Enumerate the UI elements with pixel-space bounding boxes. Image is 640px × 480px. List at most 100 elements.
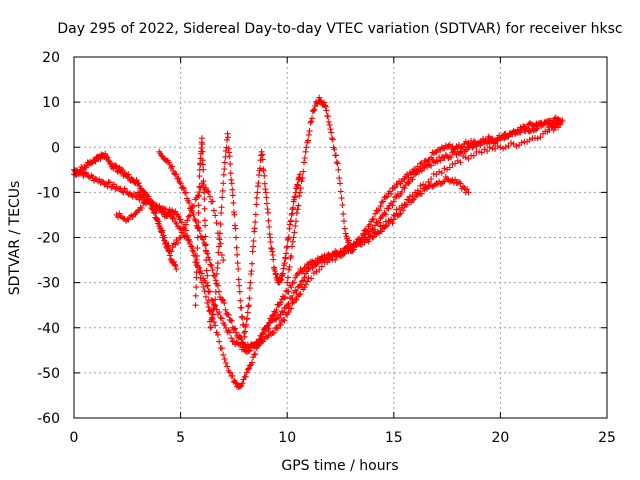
data-point (212, 296, 219, 303)
data-point (298, 178, 305, 185)
series-track-a (71, 121, 564, 355)
data-point (334, 160, 341, 167)
data-point (196, 189, 203, 195)
data-point (390, 184, 397, 191)
data-point (436, 168, 443, 175)
axis-ticks: 0 5 10 15 20 25 -60 -50 -40 -30 -20 -10 0 10 20 (37, 50, 616, 446)
data-point (227, 160, 234, 167)
data-point (281, 317, 288, 324)
data-point (392, 194, 399, 201)
data-point (220, 180, 227, 187)
data-point (364, 228, 371, 235)
data-point (170, 240, 177, 247)
data-point (422, 184, 429, 191)
data-point (251, 225, 258, 232)
data-point (409, 176, 416, 183)
data-point (394, 181, 401, 188)
y-tick-label: -50 (37, 366, 60, 382)
data-point (232, 325, 238, 332)
data-point (412, 166, 419, 173)
data-point (161, 234, 168, 241)
data-point (492, 136, 499, 143)
data-point (159, 207, 166, 214)
data-point (204, 272, 211, 279)
data-point (502, 144, 509, 150)
data-point (185, 237, 192, 244)
data-point (203, 257, 210, 264)
data-point (147, 199, 153, 206)
data-point (209, 267, 216, 274)
data-point (204, 282, 211, 289)
chart-title: Day 295 of 2022, Sidereal Day-to-day VTE… (57, 21, 622, 37)
data-point (119, 167, 126, 174)
x-tick-label: 5 (176, 430, 185, 446)
y-tick-label: -30 (37, 276, 60, 292)
data-point (198, 135, 205, 142)
data-point (232, 225, 239, 232)
data-point (270, 329, 277, 336)
data-point (217, 240, 224, 247)
data-point (157, 225, 164, 231)
data-point (259, 156, 266, 163)
data-point (227, 170, 234, 177)
data-point (481, 139, 488, 146)
data-point (149, 206, 156, 213)
data-point (243, 321, 250, 328)
data-point (253, 194, 260, 201)
data-point (196, 173, 203, 180)
data-point (250, 354, 257, 361)
data-point (465, 189, 472, 196)
data-point (272, 316, 279, 323)
data-point (265, 332, 272, 339)
data-point (239, 314, 246, 321)
data-point (376, 207, 383, 214)
data-point (294, 270, 301, 277)
data-point (268, 315, 275, 322)
data-point (222, 153, 229, 160)
data-point (192, 292, 199, 299)
data-point (513, 143, 520, 150)
data-point (201, 205, 208, 212)
data-point (414, 163, 421, 170)
data-point (318, 253, 325, 260)
data-point (460, 153, 467, 159)
data-point (382, 211, 389, 218)
data-point (286, 263, 293, 270)
data-point (293, 210, 300, 217)
data-point (262, 189, 269, 196)
data-point (380, 198, 387, 205)
data-point (195, 202, 202, 209)
data-point (92, 158, 99, 165)
data-point (321, 102, 328, 109)
series-track-e (284, 94, 564, 286)
data-point (296, 192, 303, 199)
data-point (267, 238, 274, 245)
data-point (452, 160, 459, 167)
data-point (316, 266, 323, 273)
data-point (193, 284, 200, 291)
data-point (360, 230, 367, 237)
data-point (335, 166, 342, 173)
data-point (300, 267, 307, 274)
x-tick-label: 25 (598, 430, 616, 446)
data-point (416, 166, 423, 172)
data-point (390, 216, 397, 223)
data-point (405, 174, 412, 181)
data-point (174, 239, 181, 246)
data-point (287, 217, 294, 224)
data-point (190, 202, 197, 209)
data-point (263, 200, 270, 207)
data-point (316, 94, 323, 101)
data-point (470, 152, 477, 159)
data-point (452, 176, 459, 183)
data-point (417, 182, 424, 189)
data-point (377, 215, 384, 222)
data-point (210, 207, 217, 214)
data-point (448, 154, 455, 161)
data-point (362, 226, 369, 233)
data-point (249, 359, 255, 366)
data-point (400, 207, 407, 214)
data-point (517, 129, 524, 136)
data-point (202, 233, 209, 240)
data-point (361, 227, 368, 234)
